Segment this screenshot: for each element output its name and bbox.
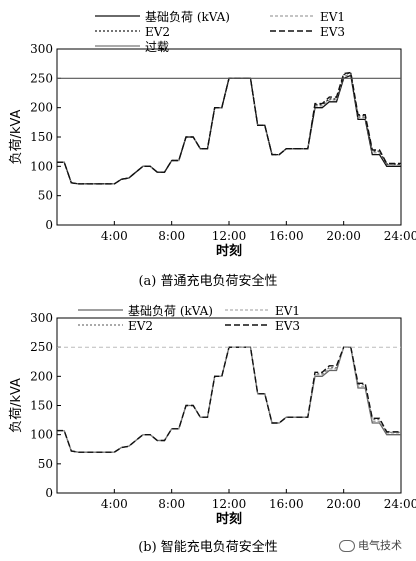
x-tick-label: 8:00 xyxy=(158,497,185,511)
legend-label: EV1 xyxy=(320,10,345,24)
series-line-2 xyxy=(57,346,401,453)
x-tick-label: 4:00 xyxy=(101,229,128,243)
y-tick-label: 50 xyxy=(38,189,53,203)
series-line-1 xyxy=(57,346,401,453)
y-tick-label: 150 xyxy=(30,399,53,413)
series-line-3 xyxy=(57,346,401,453)
x-tick-label: 16:00 xyxy=(269,497,304,511)
x-tick-label: 12:00 xyxy=(212,229,247,243)
plot-frame xyxy=(56,317,402,494)
wechat-icon xyxy=(339,540,355,552)
x-tick-label: 12:00 xyxy=(212,497,247,511)
series-line-3 xyxy=(57,71,401,185)
x-tick-label: 16:00 xyxy=(269,229,304,243)
legend-label: EV3 xyxy=(320,25,345,39)
y-axis-label: 负荷/kVA xyxy=(9,378,24,433)
y-tick-label: 150 xyxy=(30,130,53,144)
legend-label: EV1 xyxy=(275,304,300,318)
x-tick-label: 20:00 xyxy=(326,497,361,511)
y-tick-label: 0 xyxy=(45,218,53,232)
legend-label: EV2 xyxy=(128,319,153,333)
y-tick-label: 0 xyxy=(45,486,53,500)
legend-label: 过载 xyxy=(145,40,169,54)
y-tick-label: 100 xyxy=(30,159,53,173)
legend-label: 基础负荷 (kVA) xyxy=(128,304,213,318)
y-tick-label: 250 xyxy=(30,340,53,354)
series-line-1 xyxy=(57,72,401,185)
series-line-2 xyxy=(57,71,401,185)
chart-b: 0 50 100 150 200 250 300 4:00 8:00 12:00 16:00 20:0… xyxy=(9,304,416,527)
y-axis-label: 负荷/kVA xyxy=(9,109,24,164)
legend-label: EV3 xyxy=(275,319,300,333)
y-tick-label: 50 xyxy=(38,457,53,471)
legend-label: 基础负荷 (kVA) xyxy=(145,10,230,24)
y-tick-label: 200 xyxy=(30,369,53,383)
series-line-0 xyxy=(57,346,401,453)
chart-a: 0 50 100 150 200 250 300 4:00 8:00 12:00 16:00 20:0… xyxy=(9,10,416,259)
caption-b: (b) 智能充电负荷安全性 xyxy=(138,540,278,555)
legend-label: EV2 xyxy=(145,25,170,39)
caption-a: (a) 普通充电负荷安全性 xyxy=(138,274,278,289)
x-tick-label: 4:00 xyxy=(101,497,128,511)
x-tick-label: 20:00 xyxy=(326,229,361,243)
x-axis-label: 时刻 xyxy=(216,243,242,259)
y-tick-label: 200 xyxy=(30,101,53,115)
watermark: 电气技术 xyxy=(339,537,402,553)
y-tick-label: 100 xyxy=(30,428,53,442)
watermark-text: 电气技术 xyxy=(358,539,402,552)
y-tick-label: 300 xyxy=(30,42,53,56)
x-axis-label: 时刻 xyxy=(216,511,242,527)
x-tick-label: 8:00 xyxy=(158,229,185,243)
x-tick-label: 24:00 xyxy=(384,229,416,243)
series-line-0 xyxy=(57,74,401,185)
y-tick-label: 300 xyxy=(30,311,53,325)
y-tick-label: 250 xyxy=(30,71,53,85)
x-tick-label: 24:00 xyxy=(384,497,416,511)
